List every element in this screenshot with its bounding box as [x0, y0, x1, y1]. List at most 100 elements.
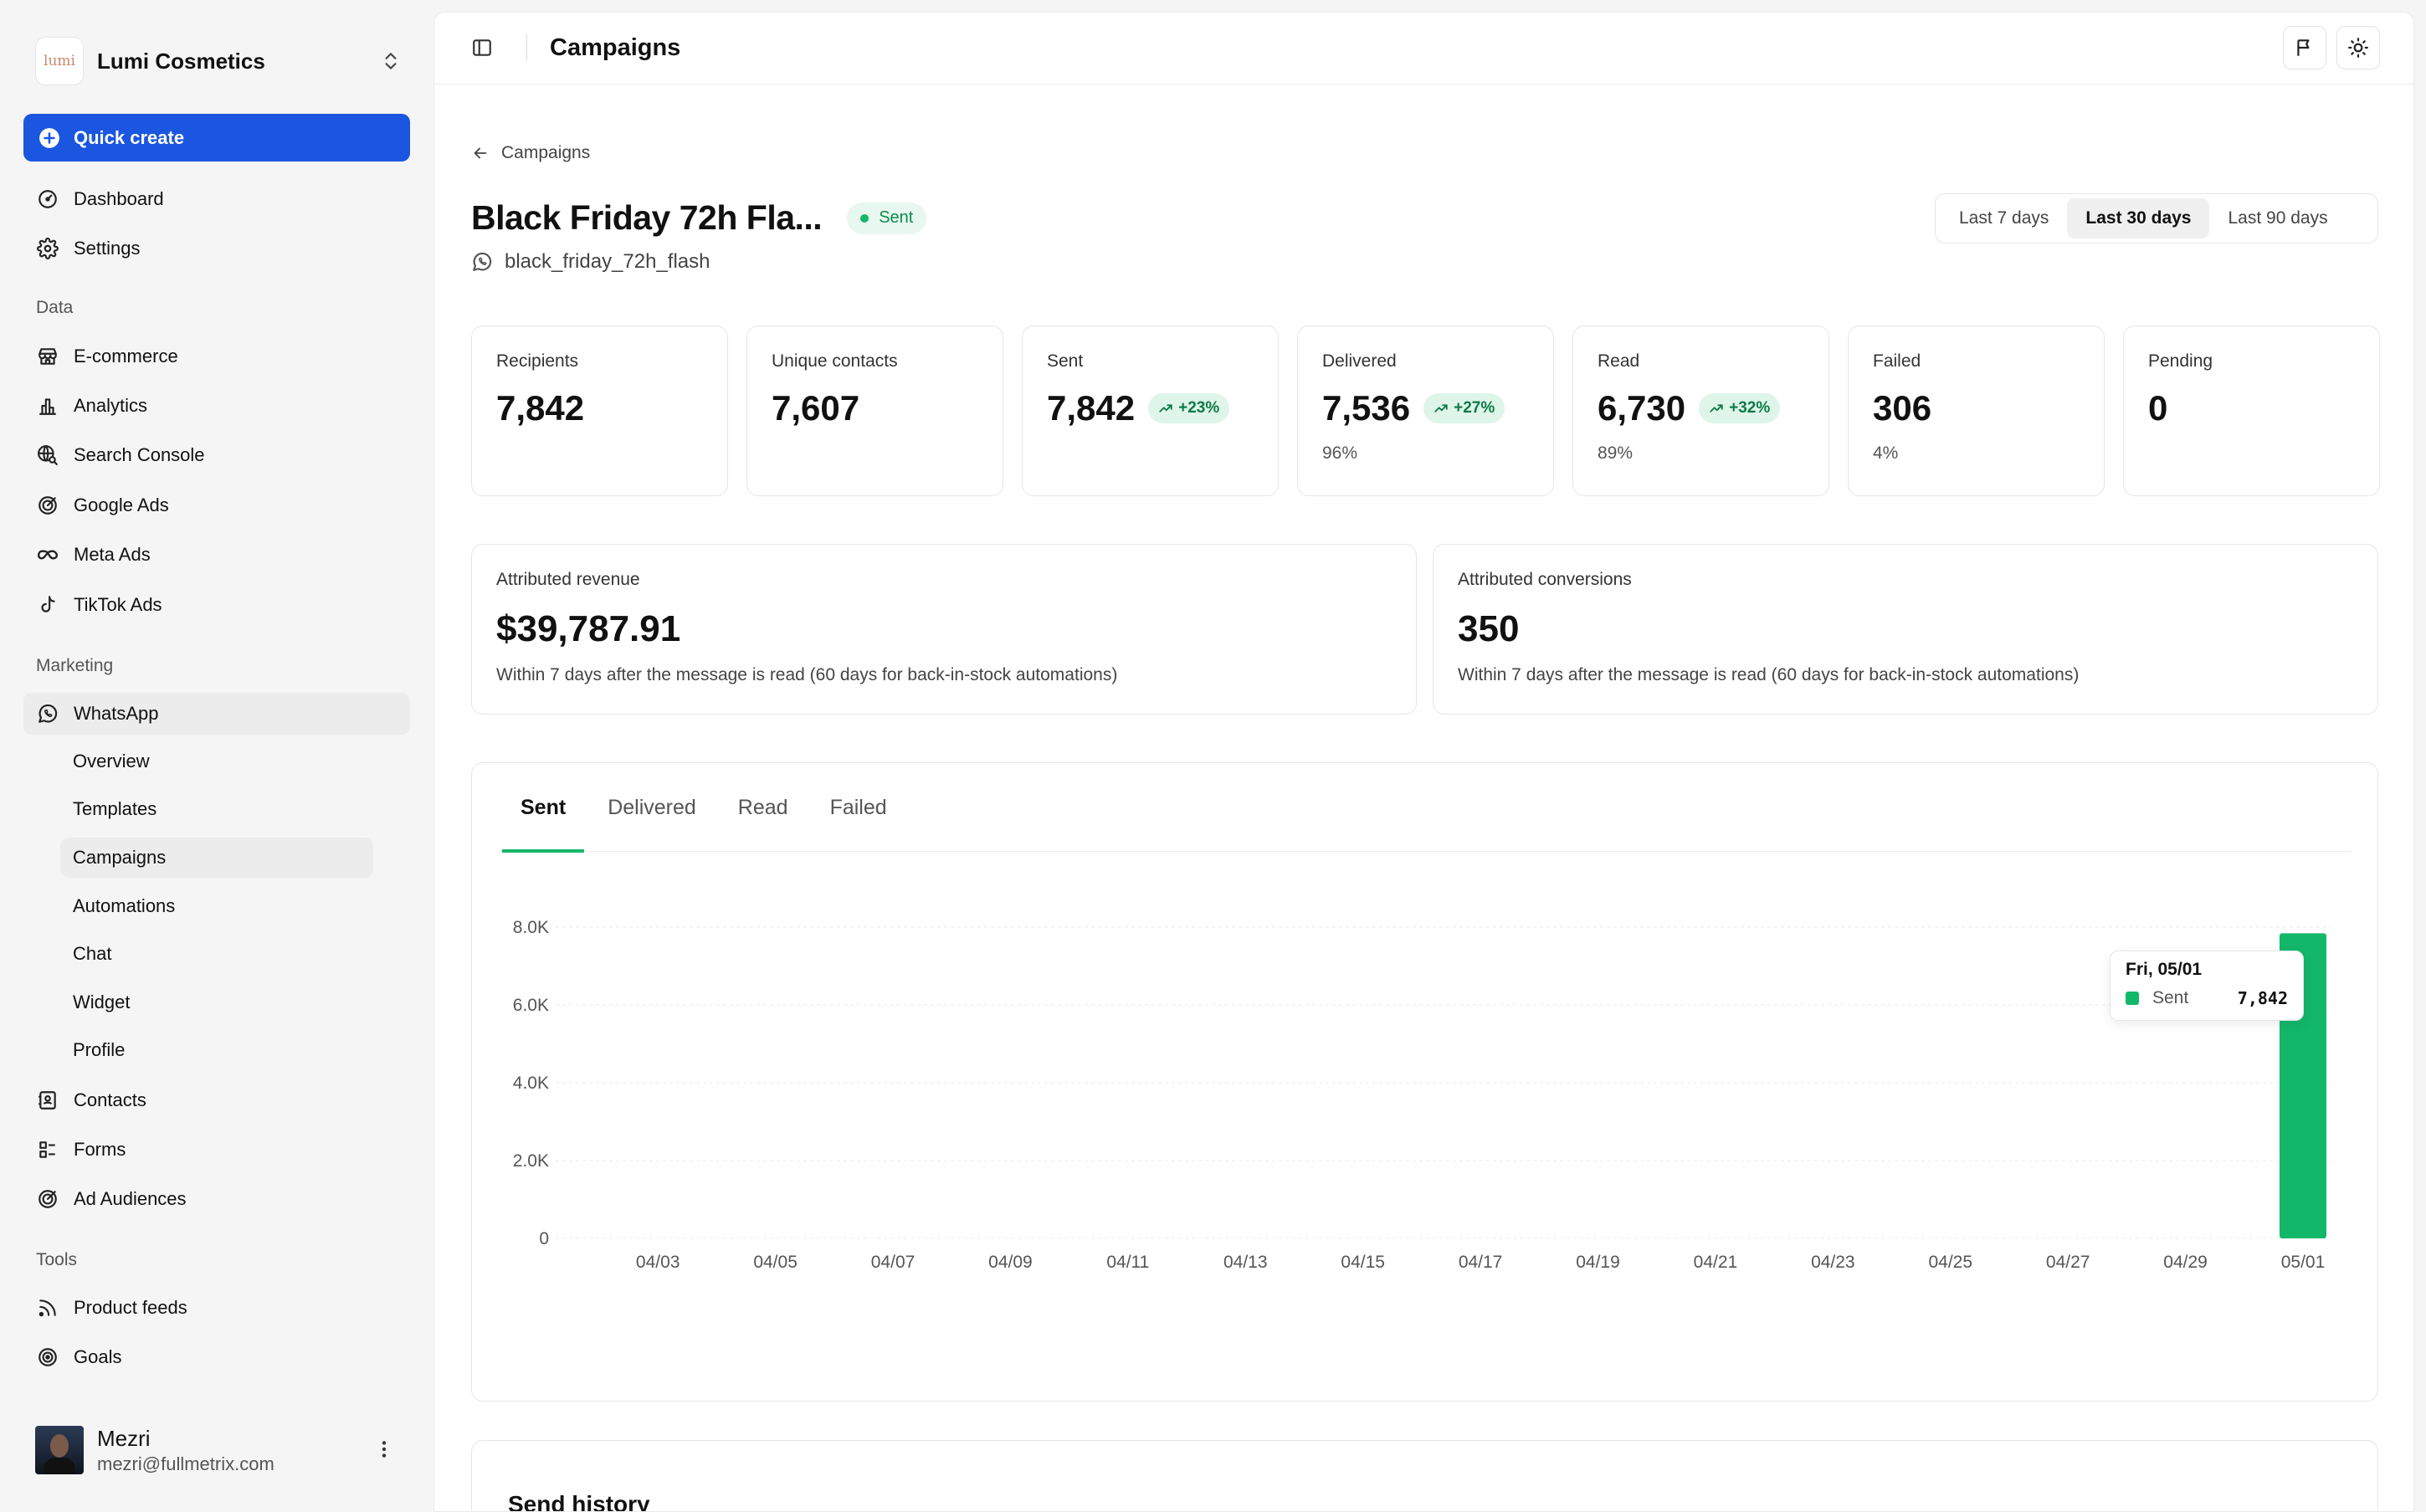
sidebar-item-settings[interactable]: Settings [23, 228, 410, 269]
brand-logo: lumi [35, 37, 84, 85]
sidebar-item-meta-ads[interactable]: Meta Ads [23, 534, 410, 576]
theme-toggle-button[interactable] [2336, 26, 2380, 69]
sidebar-item-forms[interactable]: Forms [23, 1129, 410, 1171]
sidebar-item-label: E-commerce [74, 346, 178, 366]
chevron-up-down-icon[interactable] [380, 50, 402, 72]
stat-percentage: 96% [1322, 443, 1358, 463]
flag-icon [2294, 37, 2316, 59]
x-tick-label: 04/03 [636, 1253, 680, 1272]
stat-percentage: 89% [1598, 443, 1634, 463]
sidebar-toggle-icon[interactable] [471, 37, 493, 59]
sidebar-subitem-templates[interactable]: Templates [73, 798, 157, 819]
y-tick-label: 2.0K [513, 1151, 549, 1171]
trending-up-icon [1158, 401, 1173, 416]
more-vertical-icon[interactable] [373, 1438, 395, 1460]
tab-delivered[interactable]: Delivered [608, 795, 696, 819]
stat-label: Read [1598, 351, 1640, 371]
tab-failed[interactable]: Failed [829, 795, 887, 819]
bar-chart: 0 2.0K 4.0K 6.0K 8.0K 04/03 04/05 04/07 04/09 04/… [513, 918, 2331, 1272]
y-tick-label: 8.0K [513, 918, 549, 937]
delta-value: +32% [1729, 399, 1771, 417]
sidebar-subitem-widget[interactable]: Widget [73, 992, 131, 1012]
template-name-text: black_friday_72h_flash [505, 250, 710, 273]
sidebar-subitem-automations[interactable]: Automations [73, 895, 176, 916]
sidebar-item-ecommerce[interactable]: E-commerce [23, 336, 410, 377]
x-tick-label: 04/17 [1459, 1253, 1503, 1272]
range-last-30-days[interactable]: Last 30 days [2067, 198, 2210, 238]
sidebar-item-label: WhatsApp [74, 703, 159, 724]
attributed-revenue-card: Attributed revenue $39,787.91 Within 7 d… [471, 544, 1417, 715]
sidebar-subitem-overview[interactable]: Overview [73, 751, 150, 771]
sidebar-item-google-ads[interactable]: Google Ads [23, 484, 410, 526]
sidebar-item-search-console[interactable]: Search Console [23, 434, 410, 476]
sidebar-item-goals[interactable]: Goals [23, 1336, 410, 1378]
attr-label: Attributed revenue [496, 570, 640, 589]
stat-label: Pending [2148, 351, 2213, 371]
tab-read[interactable]: Read [737, 795, 788, 819]
sidebar-item-label: Search Console [74, 444, 205, 465]
x-tick-label: 04/19 [1576, 1253, 1620, 1272]
breadcrumb-link[interactable]: Campaigns [501, 143, 591, 162]
sidebar-item-ad-audiences[interactable]: Ad Audiences [23, 1178, 410, 1220]
sidebar-item-analytics[interactable]: Analytics [23, 385, 410, 427]
globe-search-icon [37, 444, 59, 466]
attr-note: Within 7 days after the message is read … [496, 665, 1118, 684]
sidebar-subitem-chat[interactable]: Chat [73, 943, 112, 964]
sidebar-item-label: Google Ads [74, 495, 169, 515]
send-history-title: Send history [508, 1491, 650, 1512]
user-email: mezri@fullmetrix.com [97, 1453, 274, 1474]
sidebar-subitem-profile[interactable]: Profile [73, 1039, 126, 1060]
topbar-divider [526, 34, 527, 61]
whatsapp-icon [471, 251, 493, 273]
workspace-switcher[interactable]: lumi Lumi Cosmetics [35, 37, 412, 85]
bar-chart-icon [37, 395, 59, 417]
sidebar-item-dashboard[interactable]: Dashboard [23, 178, 410, 220]
page-header-title: Campaigns [550, 34, 681, 61]
delta-value: +23% [1178, 399, 1220, 417]
feedback-button[interactable] [2283, 26, 2326, 69]
x-tick-label: 05/01 [2281, 1253, 2326, 1272]
stat-label: Delivered [1322, 351, 1397, 371]
y-tick-label: 4.0K [513, 1074, 549, 1093]
chart-card: 0 2.0K 4.0K 6.0K 8.0K 04/03 04/05 04/07 04/09 04/… [471, 762, 2378, 1402]
section-label-marketing: Marketing [36, 656, 114, 675]
workspace-name: Lumi Cosmetics [97, 48, 265, 74]
sidebar-item-label: Goals [74, 1346, 122, 1367]
main-panel: Campaigns Campaigns Black Friday 72h Fla… [433, 12, 2414, 1512]
stat-card-failed: Failed 306 4% [1848, 325, 2105, 496]
stat-label: Recipients [496, 351, 579, 371]
date-range-selector: Last 7 days Last 30 days Last 90 days [1935, 193, 2378, 243]
x-tick-label: 04/09 [988, 1253, 1033, 1272]
sidebar-item-label: Contacts [74, 1089, 146, 1110]
status-dot [860, 213, 869, 223]
tab-sent[interactable]: Sent [502, 763, 585, 853]
attr-label: Attributed conversions [1458, 570, 1632, 589]
goal-icon [37, 1346, 59, 1368]
target-icon [37, 1188, 59, 1210]
trending-up-icon [1434, 401, 1449, 416]
title-row: Black Friday 72h Fla... Sent [471, 198, 927, 238]
range-last-90-days[interactable]: Last 90 days [2228, 208, 2328, 228]
sidebar-item-tiktok-ads[interactable]: TikTok Ads [23, 584, 410, 626]
stat-card-unique-contacts: Unique contacts 7,607 [746, 325, 1003, 496]
quick-create-button[interactable]: Quick create [23, 114, 410, 161]
breadcrumb[interactable]: Campaigns [471, 143, 590, 163]
store-icon [37, 346, 59, 367]
x-tick-label: 04/13 [1223, 1253, 1268, 1272]
sidebar-item-contacts[interactable]: Contacts [23, 1079, 410, 1121]
trending-up-icon [1709, 401, 1724, 416]
sidebar-item-label: Ad Audiences [74, 1188, 187, 1209]
sidebar-item-whatsapp[interactable]: WhatsApp [23, 693, 410, 735]
sidebar-subitem-campaigns[interactable]: Campaigns [60, 838, 373, 878]
range-last-7-days[interactable]: Last 7 days [1959, 208, 2049, 228]
sidebar-item-product-feeds[interactable]: Product feeds [23, 1287, 410, 1329]
stat-value: 7,842 [496, 388, 585, 428]
delta-badge: +27% [1423, 393, 1505, 423]
x-tick-label: 04/07 [871, 1253, 916, 1272]
sun-icon [2347, 37, 2369, 59]
tooltip-title: Fri, 05/01 [2126, 960, 2203, 979]
user-profile[interactable]: Mezri mezri@fullmetrix.com [35, 1425, 412, 1475]
sidebar-item-label: Product feeds [74, 1297, 187, 1318]
stat-label: Unique contacts [772, 351, 898, 371]
attr-value: 350 [1458, 608, 1520, 649]
